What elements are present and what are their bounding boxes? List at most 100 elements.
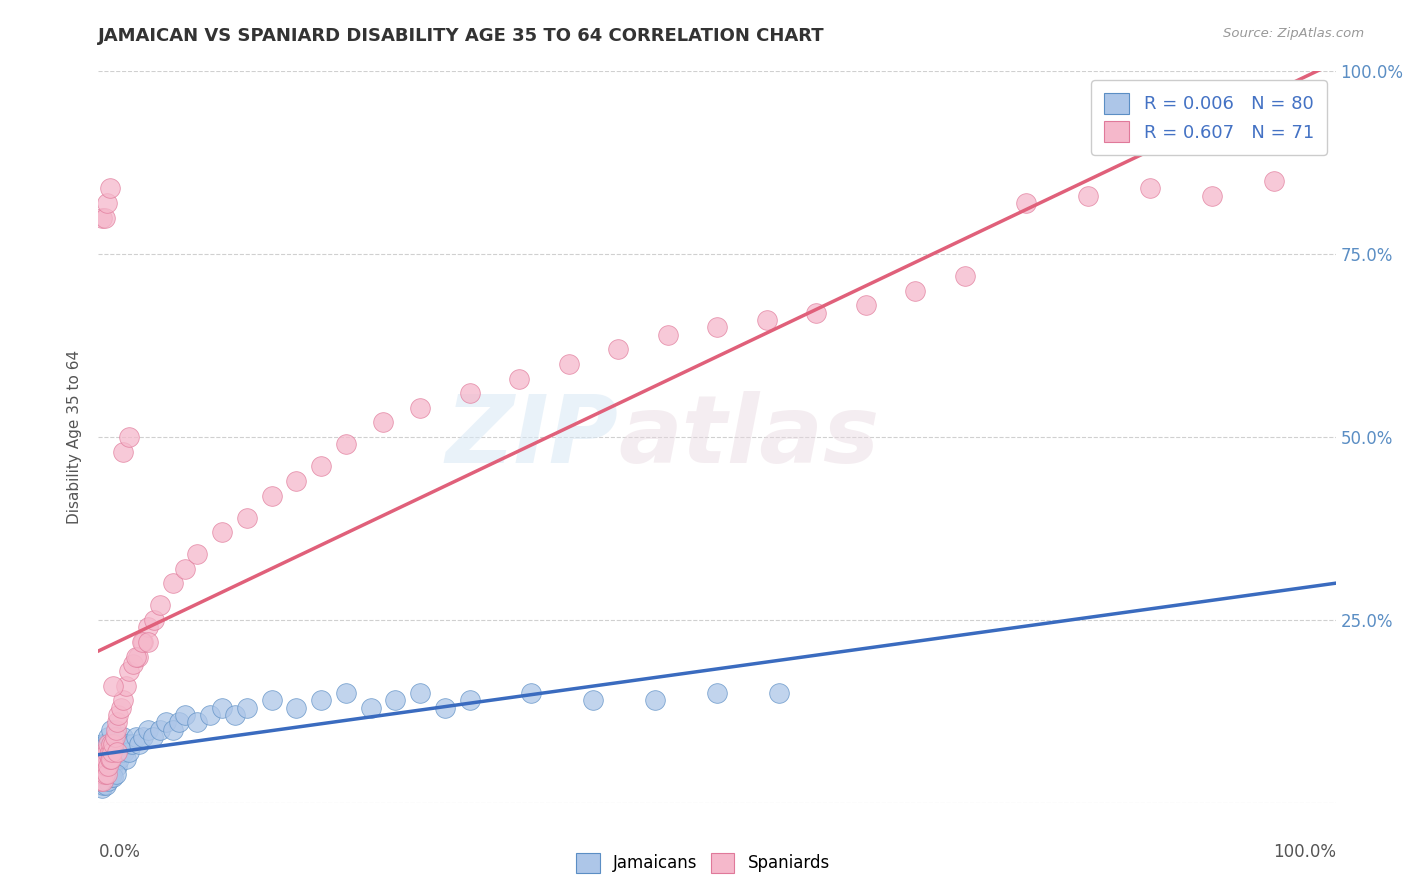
Text: Source: ZipAtlas.com: Source: ZipAtlas.com bbox=[1223, 27, 1364, 40]
Point bbox=[458, 386, 481, 401]
Point bbox=[91, 737, 114, 751]
Point bbox=[136, 635, 159, 649]
Point bbox=[706, 320, 728, 334]
Point bbox=[94, 752, 117, 766]
Point bbox=[285, 700, 308, 714]
Point bbox=[93, 766, 115, 780]
Point bbox=[100, 759, 122, 773]
Point bbox=[121, 737, 143, 751]
Point bbox=[90, 752, 112, 766]
Point bbox=[155, 715, 177, 730]
Point bbox=[96, 766, 118, 780]
Point bbox=[335, 686, 357, 700]
Point bbox=[98, 745, 121, 759]
Point bbox=[104, 730, 127, 744]
Point bbox=[768, 686, 790, 700]
Point bbox=[103, 679, 125, 693]
Point bbox=[309, 693, 332, 707]
Point bbox=[107, 745, 129, 759]
Point bbox=[94, 777, 117, 792]
Point bbox=[98, 766, 121, 780]
Point bbox=[97, 745, 120, 759]
Point bbox=[98, 752, 121, 766]
Point bbox=[112, 745, 135, 759]
Point bbox=[103, 770, 125, 784]
Point bbox=[97, 759, 120, 773]
Point bbox=[122, 657, 145, 671]
Point bbox=[644, 693, 666, 707]
Point bbox=[93, 745, 115, 759]
Point bbox=[142, 730, 165, 744]
Point bbox=[96, 766, 118, 780]
Point bbox=[198, 708, 221, 723]
Point bbox=[93, 766, 115, 780]
Point bbox=[409, 401, 432, 415]
Point bbox=[96, 752, 118, 766]
Point bbox=[755, 313, 778, 327]
Point bbox=[143, 613, 166, 627]
Point bbox=[105, 745, 128, 759]
Point bbox=[111, 737, 134, 751]
Point bbox=[93, 752, 115, 766]
Point bbox=[236, 700, 259, 714]
Point bbox=[97, 759, 120, 773]
Point bbox=[91, 759, 114, 773]
Point bbox=[224, 708, 246, 723]
Point bbox=[90, 773, 112, 788]
Point bbox=[520, 686, 543, 700]
Point bbox=[458, 693, 481, 707]
Point bbox=[1015, 196, 1038, 211]
Point bbox=[607, 343, 630, 357]
Point bbox=[124, 730, 146, 744]
Point bbox=[94, 745, 117, 759]
Point bbox=[93, 752, 115, 766]
Point bbox=[360, 700, 382, 714]
Point bbox=[132, 635, 155, 649]
Point bbox=[98, 752, 121, 766]
Point bbox=[136, 723, 159, 737]
Point bbox=[260, 489, 283, 503]
Point bbox=[93, 773, 115, 788]
Point bbox=[104, 737, 127, 751]
Point bbox=[110, 700, 132, 714]
Point bbox=[433, 700, 456, 714]
Point bbox=[174, 562, 197, 576]
Point bbox=[97, 730, 120, 744]
Point bbox=[112, 693, 135, 707]
Legend: R = 0.006   N = 80, R = 0.607   N = 71: R = 0.006 N = 80, R = 0.607 N = 71 bbox=[1091, 80, 1327, 154]
Point bbox=[371, 416, 394, 430]
Point bbox=[384, 693, 406, 707]
Point bbox=[96, 737, 118, 751]
Point bbox=[101, 766, 124, 780]
Point bbox=[91, 211, 114, 225]
Point bbox=[904, 284, 927, 298]
Point bbox=[127, 649, 149, 664]
Point bbox=[112, 444, 135, 458]
Point bbox=[186, 715, 208, 730]
Point bbox=[582, 693, 605, 707]
Point bbox=[105, 752, 128, 766]
Point bbox=[98, 181, 121, 195]
Point bbox=[110, 745, 132, 759]
Point bbox=[104, 723, 127, 737]
Point bbox=[309, 459, 332, 474]
Point bbox=[103, 737, 125, 751]
Point bbox=[97, 773, 120, 788]
Point bbox=[211, 700, 233, 714]
Point bbox=[100, 737, 122, 751]
Point bbox=[107, 737, 129, 751]
Point bbox=[118, 430, 141, 444]
Point bbox=[285, 474, 308, 488]
Point bbox=[93, 777, 115, 792]
Y-axis label: Disability Age 35 to 64: Disability Age 35 to 64 bbox=[67, 350, 83, 524]
Point bbox=[118, 664, 141, 678]
Legend: Jamaicans, Spaniards: Jamaicans, Spaniards bbox=[569, 847, 837, 880]
Point bbox=[91, 781, 114, 796]
Point bbox=[105, 715, 128, 730]
Point bbox=[1139, 181, 1161, 195]
Point bbox=[94, 759, 117, 773]
Point bbox=[335, 437, 357, 451]
Point bbox=[118, 745, 141, 759]
Point bbox=[186, 547, 208, 561]
Point bbox=[105, 759, 128, 773]
